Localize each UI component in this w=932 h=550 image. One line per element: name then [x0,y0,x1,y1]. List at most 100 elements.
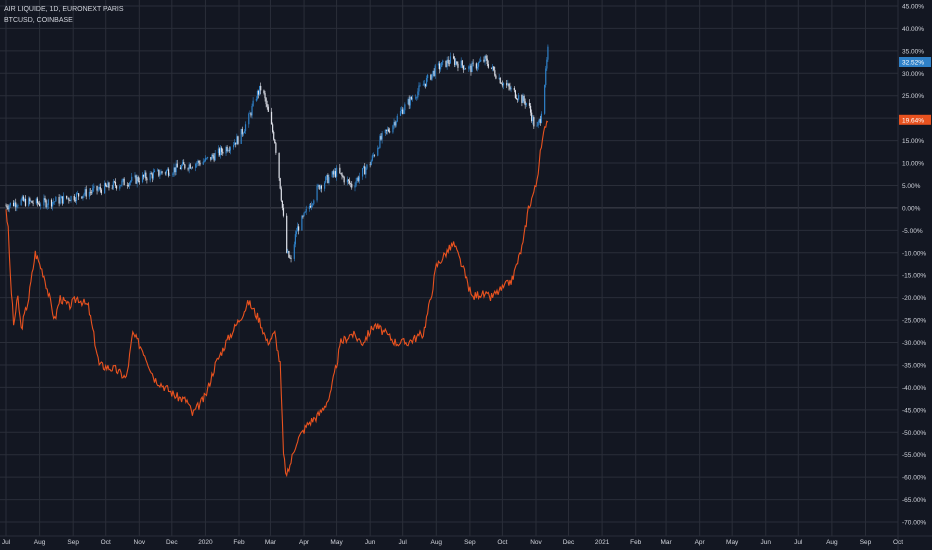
y-tick-label: -55.00% [902,452,926,459]
candle-body [384,129,386,134]
candle-body [226,146,228,152]
candle-body [267,106,269,112]
candle-body [404,104,406,111]
candle-body [470,65,472,73]
candle-body [218,148,221,156]
candle-body [331,171,333,178]
candle-body [60,196,62,199]
candle-body [394,122,396,126]
candle-body [501,83,503,86]
candle-body [214,153,216,161]
candle-body [354,185,356,188]
candle-body [121,180,123,185]
candle-body [446,59,448,67]
candle-body [462,65,464,70]
candle-body [507,83,509,86]
candle-body [433,70,435,76]
candle-body [91,192,93,193]
candle-body [422,84,424,86]
candle-body [174,167,176,173]
x-tick-label: Sep [464,539,476,546]
y-tick-label: -10.00% [902,250,926,257]
candle-body [270,111,273,125]
candle-body [334,171,337,177]
y-tick-label: -25.00% [902,318,926,325]
candle-body [326,174,328,177]
candle-body [172,173,174,176]
candle-body [115,185,118,189]
candle-body [279,178,281,189]
candle-body [361,168,364,177]
candle-body [126,185,128,186]
candle-body [468,66,470,69]
candle-body [149,173,151,181]
candle-body [98,186,100,190]
candle-body [318,185,320,190]
candle-body [366,164,368,169]
candle-body [356,177,358,182]
candle-body [539,119,541,123]
candle-body [122,178,124,181]
candle-body [417,91,419,98]
candle-body [213,156,215,161]
candle-body [358,176,360,181]
candle-body [500,83,502,84]
candle-body [78,193,80,197]
candle-body [381,133,383,140]
candle-body [165,170,168,174]
candle-body [305,208,307,212]
y-tick-label: -20.00% [902,295,926,302]
candle-body [7,207,9,210]
candle-body [257,91,260,95]
x-tick-label: 2021 [595,539,610,546]
x-tick-label: Jul [2,539,11,546]
candle-body [289,257,291,259]
candle-body [449,56,451,64]
x-tick-label: Jul [399,539,408,546]
candle-body [290,258,292,259]
candle-body [50,199,53,207]
candle-body [97,189,99,191]
candle-body [113,181,115,183]
candle-body [502,83,505,86]
candle-body [380,136,382,140]
candle-body [137,177,139,182]
candle-body [30,200,32,202]
series-layer [5,44,549,478]
x-tick-label: Apr [299,539,310,546]
candle-body [54,201,56,203]
candle-body [302,215,304,217]
candle-body [533,117,535,127]
candle-body [342,176,344,178]
air-liquide-last-value-badge [899,56,931,67]
candle-body [386,129,389,131]
candle-body [161,171,163,173]
candle-body [347,179,350,181]
candle-body [114,181,117,186]
candle-body [328,177,330,184]
y-tick-label: -60.00% [902,475,926,482]
candle-body [55,197,57,202]
candle-body [438,63,441,70]
candle-body [508,83,510,87]
candle-body [52,202,54,207]
candle-body [479,61,481,63]
candle-body [175,163,177,173]
candle-body [442,60,444,63]
candle-body [494,70,496,76]
candle-body [157,169,159,171]
candle-body [546,59,548,69]
candle-body [252,100,254,107]
x-tick-label: Oct [101,539,111,546]
candle-body [166,169,169,171]
candle-body [143,174,145,177]
candle-body [146,178,148,181]
candle-body [486,58,488,64]
candle-body [187,168,189,170]
candle-body [547,46,549,60]
candle-body [220,147,222,156]
candle-body [43,198,45,206]
candle-body [385,129,388,131]
candle-body [221,147,223,152]
candle-body [68,198,70,201]
